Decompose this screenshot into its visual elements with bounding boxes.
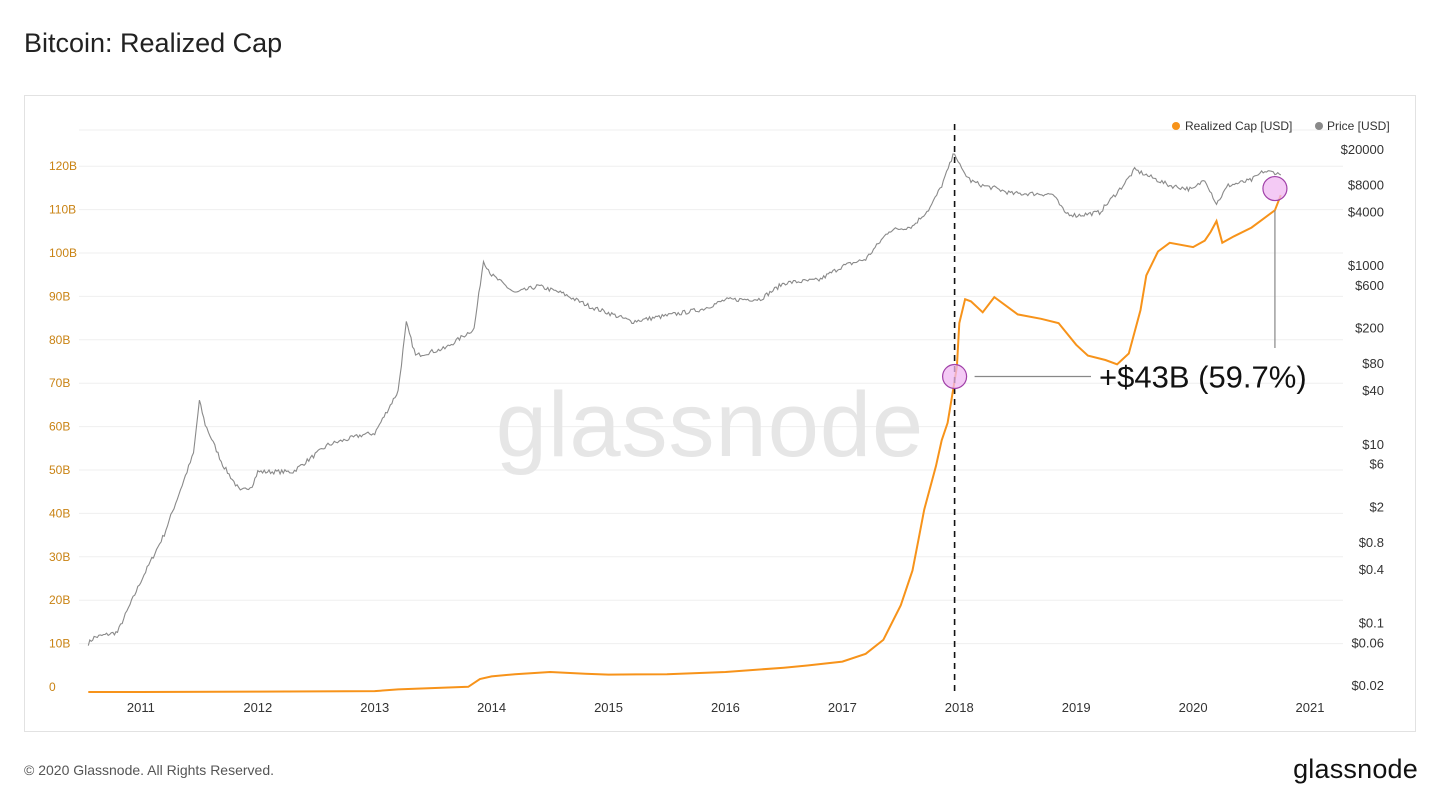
x-tick-label: 2014 <box>477 700 506 715</box>
annotation-label: +$43B (59.7%) <box>1099 359 1307 394</box>
x-tick-label: 2011 <box>127 700 155 715</box>
left-tick-label: 50B <box>49 463 70 477</box>
left-tick-label: 20B <box>49 593 70 607</box>
right-tick-label: $0.1 <box>1359 616 1384 631</box>
chart-panel: glassnode 0 10B 20B 30B 40B 50B 60B 70B 80B 90B 10… <box>24 95 1416 732</box>
right-tick-label: $0.4 <box>1359 562 1384 577</box>
right-tick-label: $600 <box>1355 278 1384 293</box>
x-tick-label: 2021 <box>1296 700 1325 715</box>
right-tick-label: $1000 <box>1348 258 1384 273</box>
right-tick-label: $4000 <box>1348 204 1384 219</box>
watermark: glassnode <box>496 374 924 476</box>
x-tick-label: 2017 <box>828 700 857 715</box>
right-tick-label: $0.8 <box>1359 535 1384 550</box>
footer-logo[interactable]: glassnode <box>1293 754 1418 784</box>
realized-cap-chart: glassnode 0 10B 20B 30B 40B 50B 60B 70B 80B 90B 10… <box>49 119 1390 715</box>
right-tick-label: $0.02 <box>1351 678 1384 693</box>
right-axis-ticks: $20000 $8000 $4000 $1000 $600 $200 $80 $40 $10 $6… <box>1341 142 1384 693</box>
grid-lines <box>79 129 1343 645</box>
page-title: Bitcoin: Realized Cap <box>24 28 283 58</box>
right-tick-label: $8000 <box>1348 178 1384 193</box>
x-tick-label: 2019 <box>1062 700 1091 715</box>
right-tick-label: $80 <box>1362 356 1384 371</box>
right-tick-label: $20000 <box>1341 142 1384 157</box>
left-tick-label: 60B <box>49 420 70 434</box>
footer-copyright: © 2020 Glassnode. All Rights Reserved. <box>24 762 275 778</box>
left-tick-label: 100B <box>49 246 77 260</box>
left-tick-label: 10B <box>49 637 70 651</box>
right-tick-label: $200 <box>1355 321 1384 336</box>
x-tick-label: 2013 <box>360 700 389 715</box>
right-tick-label: $10 <box>1362 437 1384 452</box>
x-tick-label: 2020 <box>1179 700 1208 715</box>
left-tick-label: 110B <box>49 203 76 217</box>
x-tick-label: 2012 <box>243 700 272 715</box>
left-tick-label: 40B <box>49 506 70 520</box>
legend-dot-icon <box>1315 122 1323 130</box>
legend-item-price[interactable]: Price [USD] <box>1327 119 1390 133</box>
right-tick-label: $6 <box>1370 457 1384 472</box>
circle-marker-icon <box>1262 175 1288 202</box>
x-tick-label: 2018 <box>945 700 974 715</box>
left-tick-label: 120B <box>49 159 77 173</box>
left-tick-label: 90B <box>49 289 70 303</box>
left-axis-ticks: 0 10B 20B 30B 40B 50B 60B 70B 80B 90B 100B 110B 120B <box>49 159 77 694</box>
legend: Realized Cap [USD] Price [USD] <box>1172 119 1390 133</box>
circle-marker-icon <box>941 363 968 390</box>
right-tick-label: $2 <box>1370 499 1384 514</box>
left-tick-label: 80B <box>49 333 70 347</box>
right-tick-label: $0.06 <box>1351 635 1384 650</box>
left-tick-label: 30B <box>49 550 70 564</box>
x-tick-label: 2016 <box>711 700 740 715</box>
left-tick-label: 0 <box>49 680 56 694</box>
x-tick-label: 2015 <box>594 700 623 715</box>
right-tick-label: $40 <box>1362 383 1384 398</box>
legend-dot-icon <box>1172 122 1180 130</box>
x-axis-ticks: 2011 2012 2013 2014 2015 2016 2017 2018 2019 2020… <box>127 700 1325 715</box>
left-tick-label: 70B <box>49 376 70 390</box>
legend-item-realized-cap[interactable]: Realized Cap [USD] <box>1185 119 1292 133</box>
price-line <box>87 153 1282 646</box>
